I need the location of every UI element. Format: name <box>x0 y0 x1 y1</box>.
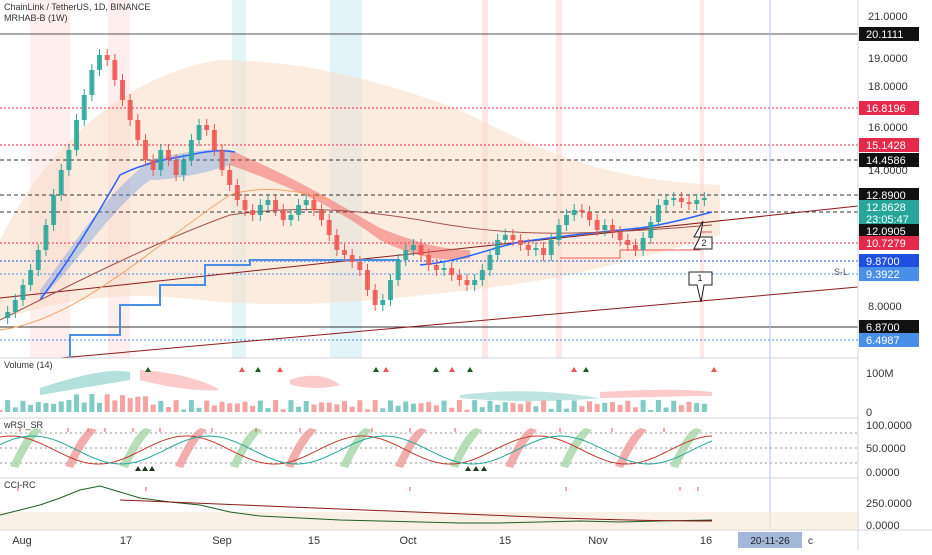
rsi-tick-label: 100.0000 <box>866 420 912 432</box>
price-marker: 14.4586 <box>859 153 919 167</box>
time-tick-label: 16 <box>700 535 712 547</box>
volume-axis: 100M 0 <box>866 368 894 419</box>
price-marker: 10.7279 <box>859 236 919 250</box>
rsi-pane <box>0 428 858 471</box>
cci-title[interactable]: CCI-RC <box>4 480 36 490</box>
price-marker: 16.8196 <box>859 101 919 115</box>
svg-text:14.4586: 14.4586 <box>866 155 906 167</box>
rsi-tick-label: 50.0000 <box>866 443 906 455</box>
ichimoku-cloud <box>0 60 720 320</box>
rsi-title[interactable]: wRSI_SR <box>4 420 44 430</box>
svg-text:12.8628: 12.8628 <box>866 202 906 214</box>
step-line-red <box>560 231 712 259</box>
price-marker: 6.4987 <box>859 333 919 347</box>
price-tick-label: 16.0000 <box>868 122 908 134</box>
time-tick-label: 15 <box>499 535 511 547</box>
price-marker: 9.3922 <box>859 267 919 281</box>
time-axis-cut-label: c <box>808 536 813 547</box>
wave-annotation-2[interactable]: 2 <box>693 220 713 250</box>
svg-text:6.4987: 6.4987 <box>866 335 900 347</box>
wave-annotation-1[interactable]: 1 <box>688 271 713 303</box>
time-tick-label: 17 <box>120 535 132 547</box>
svg-text:23:05:47: 23:05:47 <box>866 214 909 226</box>
svg-text:1: 1 <box>697 273 702 283</box>
svg-text:9.8700: 9.8700 <box>866 256 900 268</box>
price-tick-label: 8.0000 <box>868 301 902 313</box>
svg-text:2: 2 <box>701 238 706 248</box>
svg-text:20.1111: 20.1111 <box>866 29 903 41</box>
time-tick-label: Oct <box>399 535 416 547</box>
price-tick-label: 14.0000 <box>868 165 908 177</box>
svg-text:15.1428: 15.1428 <box>866 140 906 152</box>
ma-ribbon-blue <box>40 149 230 300</box>
price-tick-label: 19.0000 <box>868 53 908 65</box>
symbol-title[interactable]: ChainLink / TetherUS, 1D, BINANCE <box>4 2 151 12</box>
price-marker: 12.0905 <box>859 224 919 238</box>
indicator-title[interactable]: MRHAB-B (1W) <box>4 13 68 23</box>
volume-tick-label: 0 <box>866 407 872 419</box>
ma-line-blue-right <box>419 211 713 266</box>
time-tick-label: Sep <box>212 535 232 547</box>
step-line-blue <box>69 259 400 358</box>
price-marker: 20.1111 <box>859 27 919 41</box>
volume-tick-label: 100M <box>866 368 894 380</box>
volume-pane <box>0 367 717 412</box>
svg-text:12.0905: 12.0905 <box>866 226 906 238</box>
cci-tick-label: 250.0000 <box>866 498 912 510</box>
ma-line-blue <box>39 150 236 301</box>
ma-ribbon-red <box>230 150 470 260</box>
cci-pane <box>0 485 858 530</box>
price-marker: 12.8900 <box>859 188 919 202</box>
rsi-axis: 100.0000 50.0000 0.0000 <box>866 420 912 479</box>
candlesticks[interactable] <box>5 49 707 324</box>
svg-text:16.8196: 16.8196 <box>866 103 906 115</box>
rsi-tick-label: 0.0000 <box>866 467 900 479</box>
time-tick-label: Aug <box>12 535 32 547</box>
time-tick-label: Nov <box>588 535 608 547</box>
svg-text:20-11-26: 20-11-26 <box>750 536 790 547</box>
time-axis[interactable]: Aug 17 Sep 15 Oct 15 Nov 16 <box>12 535 712 547</box>
svg-text:12.8900: 12.8900 <box>866 190 906 202</box>
price-marker: 23:05:47 <box>859 212 919 226</box>
svg-text:9.3922: 9.3922 <box>866 269 900 281</box>
s-l-label: S-L <box>834 267 848 277</box>
cursor-date-badge: 20-11-26 <box>738 532 802 548</box>
price-marker: 9.8700 <box>859 254 919 268</box>
ma-line-brown <box>0 209 713 321</box>
svg-text:10.7279: 10.7279 <box>866 238 906 250</box>
price-axis[interactable]: 21.0000 19.0000 18.0000 16.0000 14.0000 8.000… <box>859 11 919 347</box>
time-tick-label: 15 <box>308 535 320 547</box>
ma-line-orange <box>0 189 331 331</box>
trendline-lower[interactable] <box>59 286 859 359</box>
cci-tick-label: 0.0000 <box>866 520 900 532</box>
cci-axis: 250.0000 0.0000 <box>866 498 912 532</box>
svg-text:6.8700: 6.8700 <box>866 322 900 334</box>
price-marker: 6.8700 <box>859 320 919 334</box>
volume-title[interactable]: Volume (14) <box>4 360 53 370</box>
price-tick-label: 18.0000 <box>868 81 908 93</box>
price-marker: 15.1428 <box>859 138 919 152</box>
price-marker: 12.8628 <box>859 200 919 214</box>
price-tick-label: 21.0000 <box>868 11 908 23</box>
